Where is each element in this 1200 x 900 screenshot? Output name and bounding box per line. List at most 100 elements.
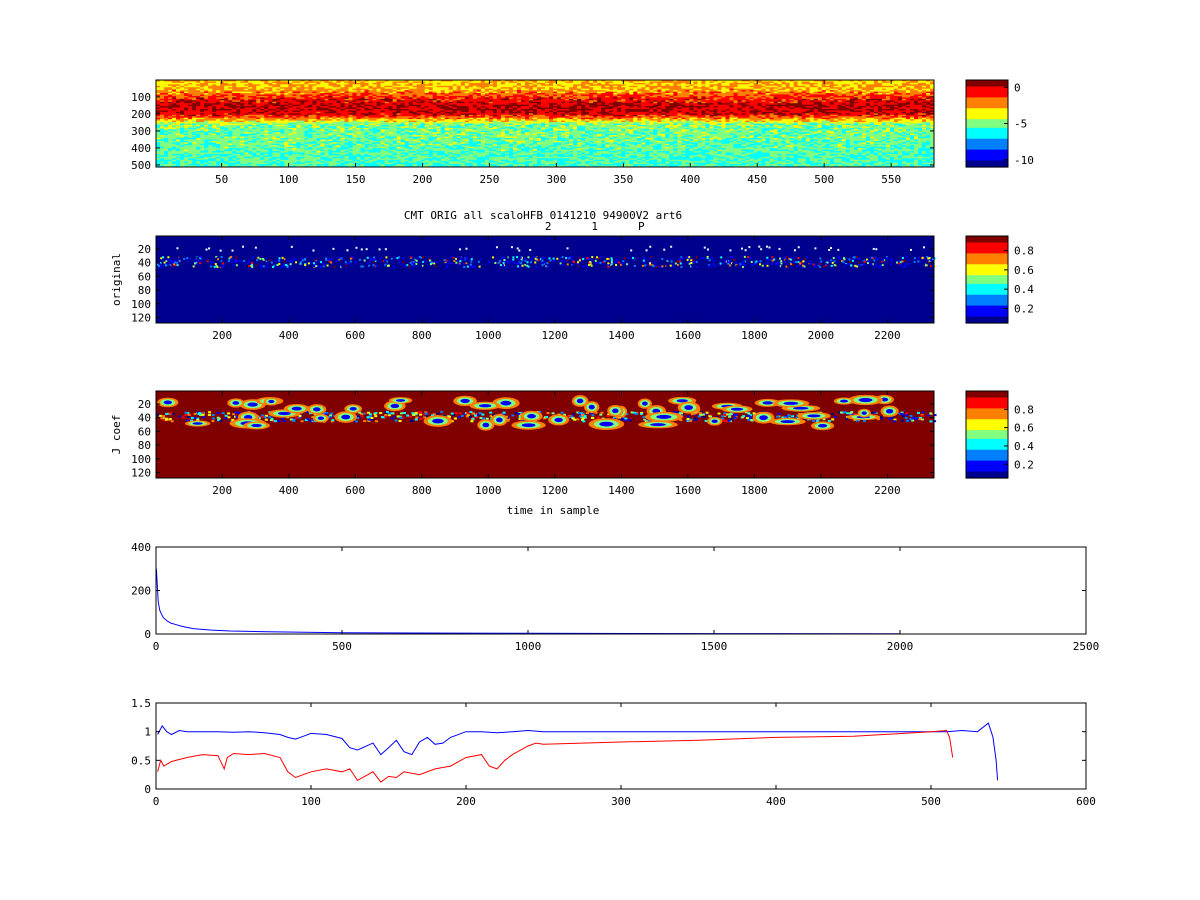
heatmap-cell — [412, 97, 418, 100]
heatmap-cell — [500, 84, 506, 87]
heatmap-cell — [749, 88, 755, 91]
heatmap-cell — [324, 94, 329, 97]
heatmap-cell — [348, 82, 354, 85]
heatmap-cell — [272, 98, 277, 101]
heatmap-cell — [557, 91, 562, 94]
heatmap-cell — [925, 103, 931, 106]
heatmap-cell — [729, 87, 734, 90]
heatmap-cell — [384, 88, 390, 91]
heatmap-cell — [532, 106, 538, 109]
heatmap-cell — [352, 98, 358, 101]
heatmap-cell — [164, 82, 169, 85]
heatmap-cell — [204, 104, 209, 107]
heatmap-cell — [488, 81, 494, 84]
heatmap-cell — [424, 85, 430, 88]
heatmap-cell — [813, 104, 819, 107]
heatmap-cell — [721, 101, 726, 104]
heatmap-cell — [685, 87, 690, 90]
heatmap-cell — [396, 103, 402, 106]
heatmap-cell — [372, 90, 378, 93]
heatmap-cell — [841, 100, 847, 103]
heatmap-cell — [597, 104, 602, 107]
heatmap-cell — [689, 97, 694, 100]
heatmap-cell — [789, 97, 795, 100]
heatmap-cell — [504, 103, 510, 106]
heatmap-cell — [316, 90, 321, 93]
heatmap-cell — [717, 85, 722, 88]
heatmap-cell — [172, 94, 177, 97]
heatmap-cell — [396, 80, 402, 82]
heatmap-cell — [813, 90, 819, 93]
heatmap-cell — [629, 98, 634, 101]
heatmap-cell — [184, 106, 189, 109]
heatmap-cell — [156, 98, 161, 101]
heatmap-cell — [312, 95, 317, 98]
heatmap-cell — [557, 88, 562, 91]
heatmap-cell — [440, 94, 446, 97]
heatmap-cell — [785, 98, 791, 101]
heatmap-cell — [172, 80, 177, 82]
heatmap-cell — [605, 90, 610, 93]
heatmap-cell — [228, 81, 233, 84]
heatmap-cell — [621, 97, 626, 100]
heatmap-cell — [757, 97, 763, 100]
heatmap-cell — [192, 98, 197, 101]
heatmap-cell — [432, 88, 438, 91]
heatmap-cell — [412, 98, 418, 101]
heatmap-cell — [272, 94, 277, 97]
heatmap-cell — [372, 98, 378, 101]
heatmap-cell — [705, 106, 710, 109]
heatmap-cell — [280, 85, 285, 88]
heatmap-cell — [689, 85, 694, 88]
heatmap-cell — [917, 103, 923, 106]
heatmap-cell — [348, 91, 354, 94]
heatmap-cell — [917, 94, 923, 97]
heatmap-cell — [228, 103, 233, 106]
heatmap-cell — [741, 103, 747, 106]
heatmap-cell — [312, 100, 317, 103]
heatmap-cell — [813, 98, 819, 101]
heatmap-cell — [268, 81, 273, 84]
heatmap-cell — [480, 94, 486, 97]
heatmap-cell — [701, 106, 706, 109]
heatmap-cell — [456, 81, 462, 84]
heatmap-cell — [701, 97, 706, 100]
heatmap-cell — [745, 91, 751, 94]
heatmap-cell — [452, 82, 458, 85]
heatmap-cell — [617, 91, 622, 94]
heatmap-cell — [557, 94, 562, 97]
heatmap-cell — [444, 81, 450, 84]
heatmap-cell — [757, 87, 763, 90]
heatmap-cell — [368, 80, 374, 82]
heatmap-cell — [893, 88, 899, 91]
heatmap-cell — [737, 80, 743, 82]
heatmap-cell — [617, 98, 622, 101]
heatmap-cell — [549, 95, 554, 98]
heatmap-cell — [520, 97, 526, 100]
heatmap-cell — [156, 97, 161, 100]
heatmap-cell — [789, 81, 795, 84]
heatmap-cell — [805, 93, 811, 95]
heatmap-cell — [765, 88, 771, 91]
heatmap-cell — [765, 100, 771, 103]
heatmap-cell — [520, 101, 526, 104]
heatmap-cell — [677, 91, 682, 94]
heatmap-cell — [629, 80, 634, 82]
heatmap-cell — [228, 80, 233, 82]
heatmap-cell — [673, 87, 678, 90]
heatmap-cell — [549, 94, 554, 97]
heatmap-cell — [204, 81, 209, 84]
heatmap-cell — [460, 106, 466, 109]
heatmap-cell — [372, 84, 378, 87]
heatmap-cell — [400, 94, 406, 97]
heatmap-cell — [384, 94, 390, 97]
heatmap-cell — [340, 91, 345, 94]
heatmap-cell — [368, 94, 374, 97]
heatmap-cell — [292, 100, 297, 103]
heatmap-cell — [601, 82, 606, 85]
heatmap-cell — [336, 82, 341, 85]
heatmap-cell — [248, 90, 253, 93]
heatmap-cell — [172, 81, 177, 84]
heatmap-cell — [713, 95, 718, 98]
heatmap-cell — [456, 88, 462, 91]
